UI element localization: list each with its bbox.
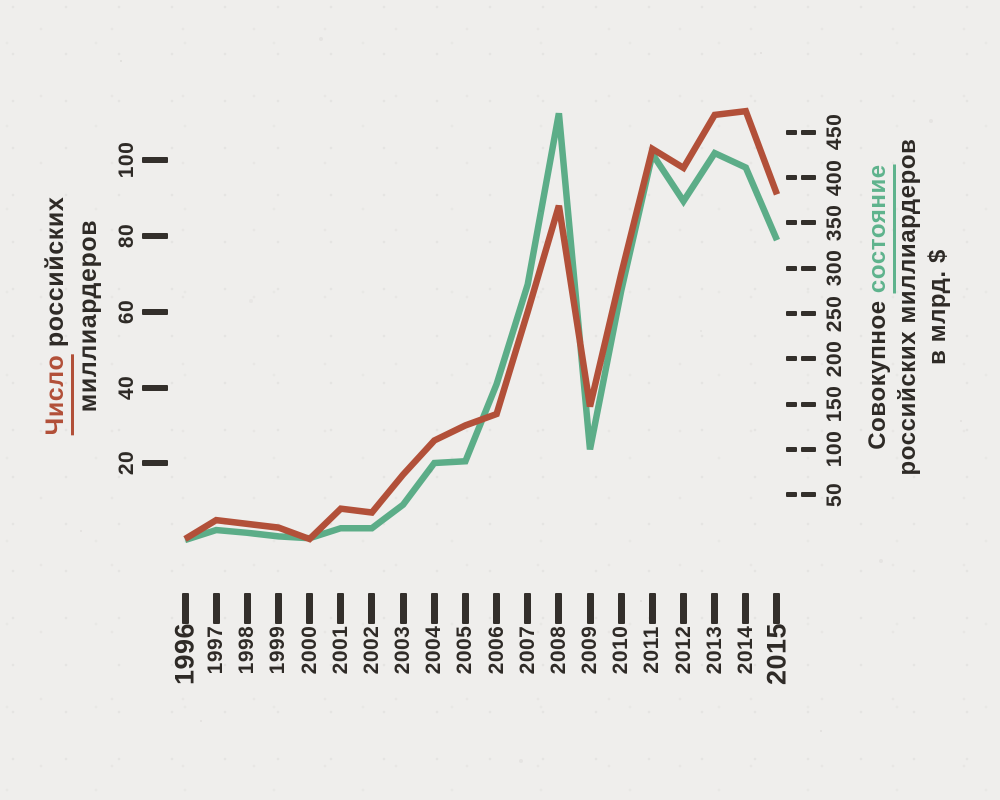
right-axis-tick-mark (786, 265, 797, 271)
left-axis-tick-mark (142, 308, 168, 315)
x-axis-tick-mark (648, 593, 656, 624)
left-axis-tick-mark (142, 233, 168, 240)
x-axis-tick-mark (555, 593, 563, 624)
x-axis-tick-mark (711, 593, 719, 624)
right-axis-tick-mark (801, 446, 816, 452)
right-axis-tick-mark (801, 401, 816, 407)
right-axis-tick-mark (786, 311, 797, 316)
right-axis-tick-mark (801, 265, 816, 271)
x-axis-tick-mark (586, 593, 594, 624)
left-axis-tick-mark (142, 384, 168, 391)
x-axis-tick-mark (212, 593, 220, 624)
x-axis-tick-mark (430, 593, 438, 624)
right-axis-tick-mark (801, 220, 816, 226)
x-axis-tick-mark (337, 593, 345, 624)
left-axis-tick-mark (142, 460, 168, 467)
right-axis-tick-mark (786, 356, 797, 362)
right-axis-tick-mark (801, 356, 816, 362)
x-axis-tick-mark (274, 593, 282, 624)
x-axis-tick-mark (617, 593, 625, 624)
right-axis-tick-mark (801, 311, 816, 316)
x-axis-tick-mark (680, 593, 687, 624)
left-axis-tick-mark (142, 157, 168, 164)
right-axis-tick-mark (786, 401, 797, 407)
x-axis-tick-mark (306, 593, 314, 624)
x-axis-tick-mark (243, 593, 251, 624)
x-axis-tick-mark (461, 593, 469, 624)
right-axis-tick-mark (801, 175, 816, 181)
right-axis-tick-mark (786, 492, 797, 498)
x-axis-tick-mark (399, 593, 407, 624)
right-axis-tick-mark (786, 220, 797, 226)
x-axis-tick-mark (524, 593, 532, 624)
x-axis-tick-mark (181, 593, 189, 624)
right-axis-tick-mark (786, 446, 797, 452)
x-axis-tick-mark (493, 593, 501, 624)
x-axis-tick-mark (773, 593, 781, 624)
x-axis-tick-mark (742, 593, 750, 624)
right-axis-tick-mark (786, 175, 797, 181)
x-axis-tick-mark (368, 593, 376, 624)
count-line (183, 107, 781, 543)
right-axis-tick-mark (801, 492, 816, 498)
right-axis-tick-mark (801, 129, 816, 135)
right-axis-tick-mark (786, 129, 797, 135)
wealth-line (184, 112, 780, 544)
